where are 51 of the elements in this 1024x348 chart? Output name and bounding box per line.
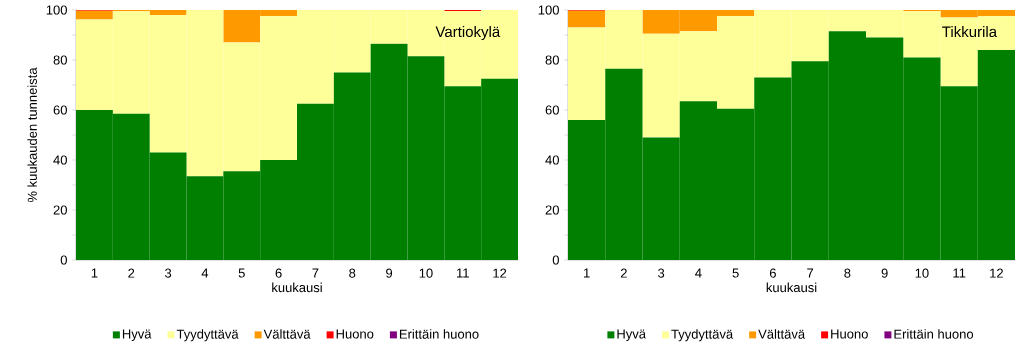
y-tick-label: 20 bbox=[53, 205, 67, 215]
x-tick-label: 5 bbox=[732, 268, 739, 278]
x-tick-label: 9 bbox=[881, 268, 888, 278]
x-tick-label: 4 bbox=[201, 268, 209, 278]
x-tick-label: 7 bbox=[807, 268, 814, 278]
x-tick-label: 4 bbox=[695, 268, 702, 278]
x-tick-label: 12 bbox=[990, 268, 1003, 278]
x-tick-label: 2 bbox=[128, 268, 135, 278]
legend-label: Hyvä bbox=[122, 329, 152, 342]
x-tick-label: 5 bbox=[238, 268, 245, 278]
y-tick-label: 80 bbox=[53, 55, 67, 65]
legend-label: Välttävä bbox=[758, 329, 806, 339]
y-tick-label: 20 bbox=[545, 205, 559, 215]
x-axis-title: kuukausi bbox=[272, 282, 322, 293]
y-tick-label: 100 bbox=[538, 5, 559, 15]
x-tick-label: 8 bbox=[349, 268, 356, 278]
legend-label: Tyydyttävä bbox=[176, 329, 239, 342]
legend-label: Erittäin huono bbox=[399, 329, 479, 339]
x-tick-label: 6 bbox=[769, 268, 776, 278]
x-tick-label: 12 bbox=[493, 268, 507, 278]
legend-label: Erittäin huono bbox=[894, 329, 974, 339]
x-tick-label: 6 bbox=[275, 268, 282, 278]
x-tick-label: 8 bbox=[844, 268, 851, 278]
x-tick-label: 1 bbox=[584, 268, 590, 278]
y-tick-label: 60 bbox=[53, 105, 67, 115]
x-tick-label: 10 bbox=[915, 268, 929, 278]
x-axis-title: kuukausi bbox=[766, 282, 817, 293]
legend-label: Välttävä bbox=[263, 329, 311, 339]
x-tick-label: 1 bbox=[91, 268, 98, 278]
legend-label: Huono bbox=[831, 329, 868, 339]
x-tick-label: 3 bbox=[658, 268, 665, 278]
x-tick-label: 7 bbox=[312, 268, 319, 278]
x-tick-label: 2 bbox=[620, 268, 627, 278]
y-tick-label: 0 bbox=[60, 255, 67, 265]
x-tick-label: 11 bbox=[457, 268, 469, 278]
text: Tikkurila bbox=[942, 26, 998, 38]
y-tick-label: 40 bbox=[53, 155, 67, 165]
text: Vartiokylä bbox=[435, 26, 501, 41]
y-tick-label: 80 bbox=[545, 55, 559, 65]
y-tick-label: 0 bbox=[552, 255, 559, 265]
x-tick-label: 11 bbox=[953, 268, 966, 278]
x-tick-label: 3 bbox=[164, 268, 172, 278]
y-axis-title: % kuukauden tunneista bbox=[27, 67, 37, 203]
y-tick-label: 100 bbox=[46, 5, 67, 15]
x-tick-label: 9 bbox=[386, 268, 393, 278]
y-tick-label: 60 bbox=[545, 105, 559, 115]
x-tick-label: 10 bbox=[419, 268, 433, 278]
legend-label: Tyydyttävä bbox=[671, 329, 734, 342]
y-tick-label: 40 bbox=[545, 155, 559, 165]
legend-label: Huono bbox=[336, 329, 374, 339]
legend-label: Hyvä bbox=[617, 329, 646, 342]
